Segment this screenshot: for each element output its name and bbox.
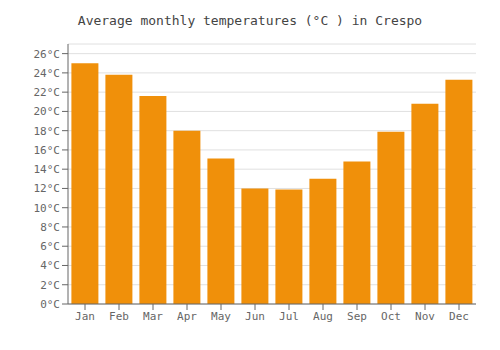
svg-text:2°C: 2°C bbox=[40, 279, 60, 292]
svg-text:Mar: Mar bbox=[143, 310, 163, 323]
svg-text:Dec: Dec bbox=[449, 310, 469, 323]
svg-text:Feb: Feb bbox=[109, 310, 129, 323]
svg-text:12°C: 12°C bbox=[34, 182, 61, 195]
svg-text:0°C: 0°C bbox=[40, 298, 60, 311]
svg-text:Apr: Apr bbox=[177, 310, 197, 323]
svg-text:14°C: 14°C bbox=[34, 163, 61, 176]
svg-text:18°C: 18°C bbox=[34, 125, 61, 138]
svg-text:22°C: 22°C bbox=[34, 86, 61, 99]
svg-text:26°C: 26°C bbox=[34, 48, 61, 61]
svg-text:Jul: Jul bbox=[279, 310, 299, 323]
svg-text:Nov: Nov bbox=[415, 310, 435, 323]
svg-text:16°C: 16°C bbox=[34, 144, 61, 157]
svg-text:8°C: 8°C bbox=[40, 221, 60, 234]
svg-text:Jan: Jan bbox=[75, 310, 95, 323]
svg-text:May: May bbox=[211, 310, 231, 323]
svg-text:Aug: Aug bbox=[313, 310, 333, 323]
svg-text:Jun: Jun bbox=[245, 310, 265, 323]
svg-text:10°C: 10°C bbox=[34, 202, 61, 215]
html-text:Average monthly temperatures (: Average monthly temperatures (°C ) in Cr… bbox=[77, 13, 423, 28]
svg-text:Oct: Oct bbox=[381, 310, 401, 323]
svg-text:20°C: 20°C bbox=[34, 105, 61, 118]
svg-text:24°C: 24°C bbox=[34, 67, 61, 80]
svg-text:Sep: Sep bbox=[347, 310, 367, 323]
svg-text:6°C: 6°C bbox=[40, 240, 60, 253]
svg-text:4°C: 4°C bbox=[40, 259, 60, 272]
